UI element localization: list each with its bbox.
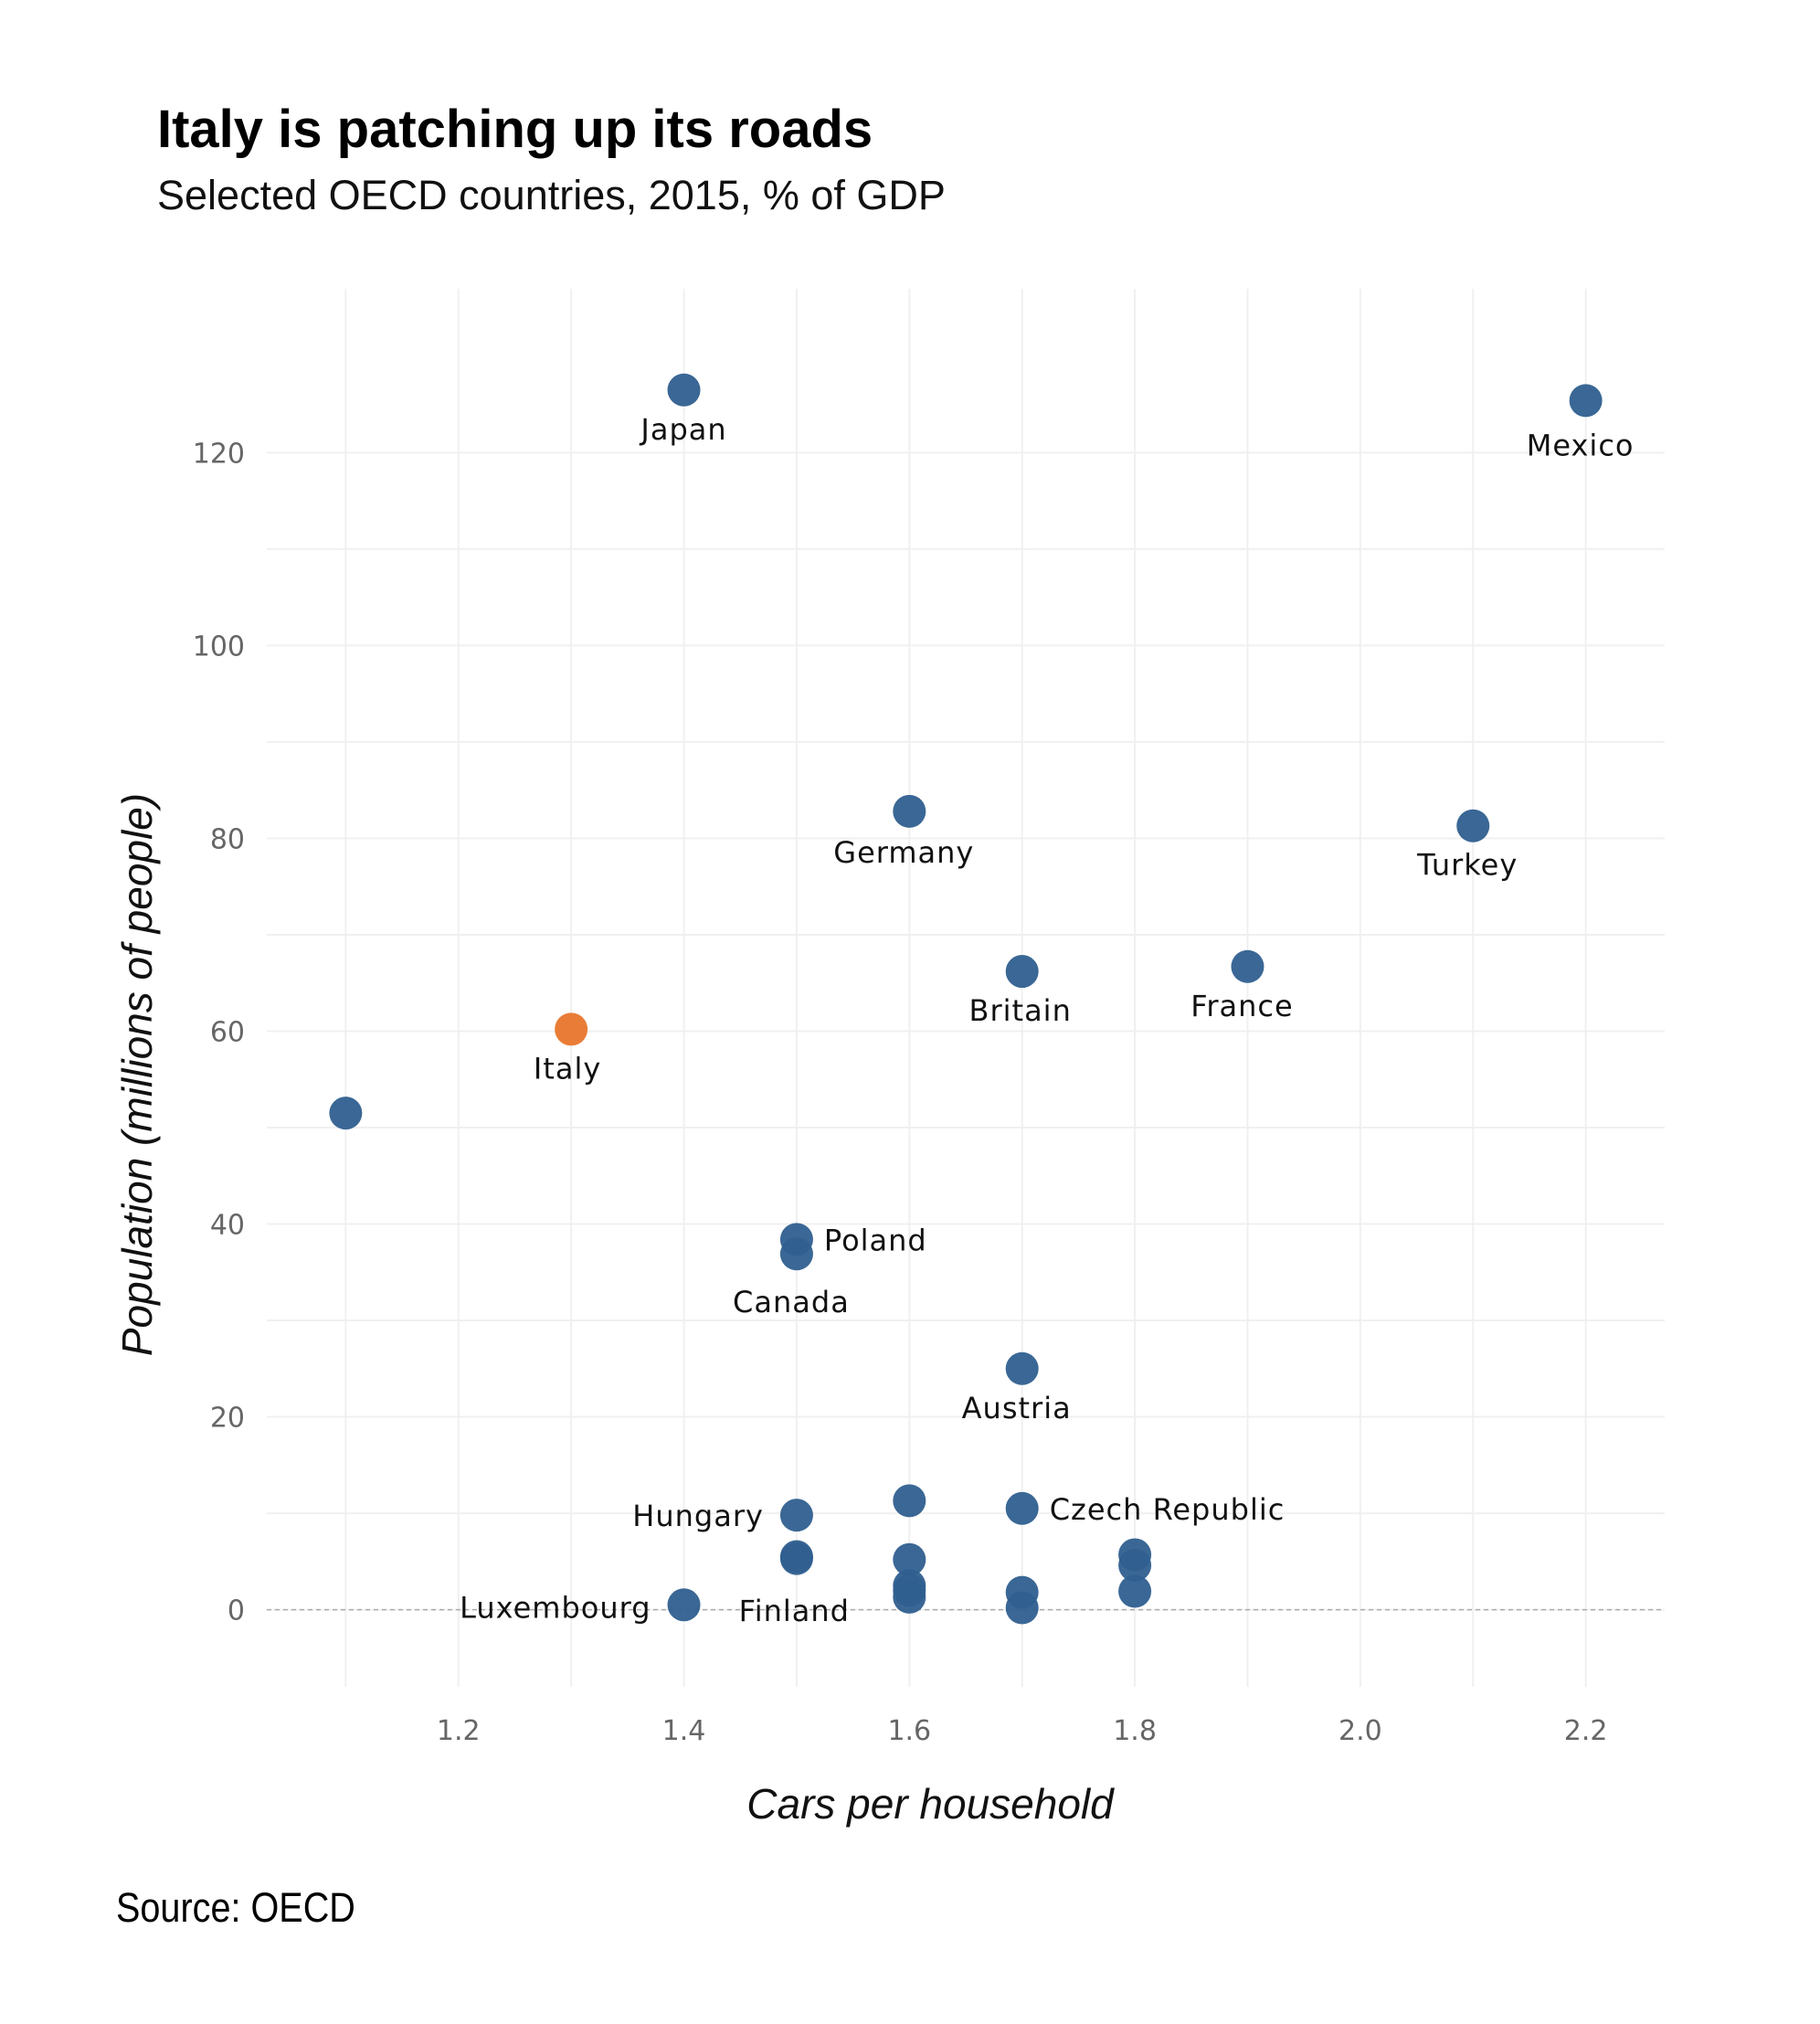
- highlight-point: [555, 1012, 588, 1046]
- x-tick-label: 1.6: [887, 1715, 931, 1747]
- data-point: [1005, 1591, 1039, 1625]
- data-point: [779, 1237, 813, 1271]
- point-labels: Japan Mexico Germany Turkey Britain France Ita…: [460, 412, 1635, 1628]
- data-point: [1005, 955, 1039, 989]
- point-label: France: [1190, 989, 1293, 1023]
- point-label: Britain: [969, 993, 1072, 1028]
- point-label: Luxembourg: [460, 1590, 651, 1625]
- point-label: Mexico: [1527, 428, 1635, 462]
- point-label: Japan: [639, 412, 726, 447]
- chart-title: Italy is patching up its roads: [157, 100, 873, 159]
- data-point: [1569, 384, 1603, 418]
- data-point: [779, 1499, 813, 1532]
- data-point: [329, 1097, 363, 1130]
- point-label: Finland: [739, 1594, 850, 1628]
- grid-lines: [267, 289, 1665, 1687]
- data-point: [667, 1588, 701, 1622]
- source-note: Source: OECD: [116, 1884, 355, 1931]
- point-label: Turkey: [1416, 848, 1518, 883]
- point-label: Hungary: [632, 1499, 764, 1533]
- y-axis-title: Population (millions of people): [113, 793, 161, 1356]
- data-point: [1005, 1491, 1039, 1525]
- y-tick-label: 60: [210, 1016, 245, 1048]
- x-tick-label: 1.2: [437, 1715, 481, 1747]
- data-point: [1118, 1574, 1152, 1608]
- y-tick-label: 20: [210, 1403, 245, 1435]
- data-point: [893, 794, 926, 828]
- y-tick-label: 40: [210, 1210, 245, 1242]
- data-points: [329, 373, 1603, 1625]
- point-label: Czech Republic: [1050, 1492, 1286, 1527]
- x-tick-label: 1.4: [662, 1715, 706, 1747]
- y-tick-label: 0: [228, 1595, 245, 1627]
- point-label: Poland: [824, 1223, 927, 1257]
- point-label: Canada: [733, 1285, 850, 1319]
- x-axis-ticks: 1.2 1.4 1.6 1.8 2.0 2.2: [437, 1715, 1608, 1747]
- y-tick-label: 100: [193, 631, 245, 662]
- data-point: [1118, 1549, 1152, 1583]
- x-tick-label: 2.2: [1564, 1715, 1608, 1747]
- x-tick-label: 1.8: [1113, 1715, 1157, 1747]
- data-point: [893, 1542, 926, 1576]
- data-point: [1456, 809, 1490, 842]
- data-point: [893, 1580, 926, 1614]
- data-point: [1005, 1351, 1039, 1385]
- point-label: Germany: [833, 835, 974, 870]
- x-tick-label: 2.0: [1339, 1715, 1382, 1747]
- chart-subtitle: Selected OECD countries, 2015, % of GDP: [157, 172, 946, 218]
- data-point: [1231, 949, 1264, 983]
- y-axis-ticks: 0 20 40 60 80 100 120: [193, 438, 245, 1627]
- data-point: [667, 373, 701, 407]
- data-point: [779, 1542, 813, 1575]
- x-axis-title: Cars per household: [746, 1780, 1115, 1828]
- data-point: [893, 1484, 926, 1518]
- y-tick-label: 120: [193, 438, 245, 470]
- point-label: Italy: [534, 1051, 601, 1086]
- point-label: Austria: [962, 1391, 1072, 1425]
- y-tick-label: 80: [210, 823, 245, 855]
